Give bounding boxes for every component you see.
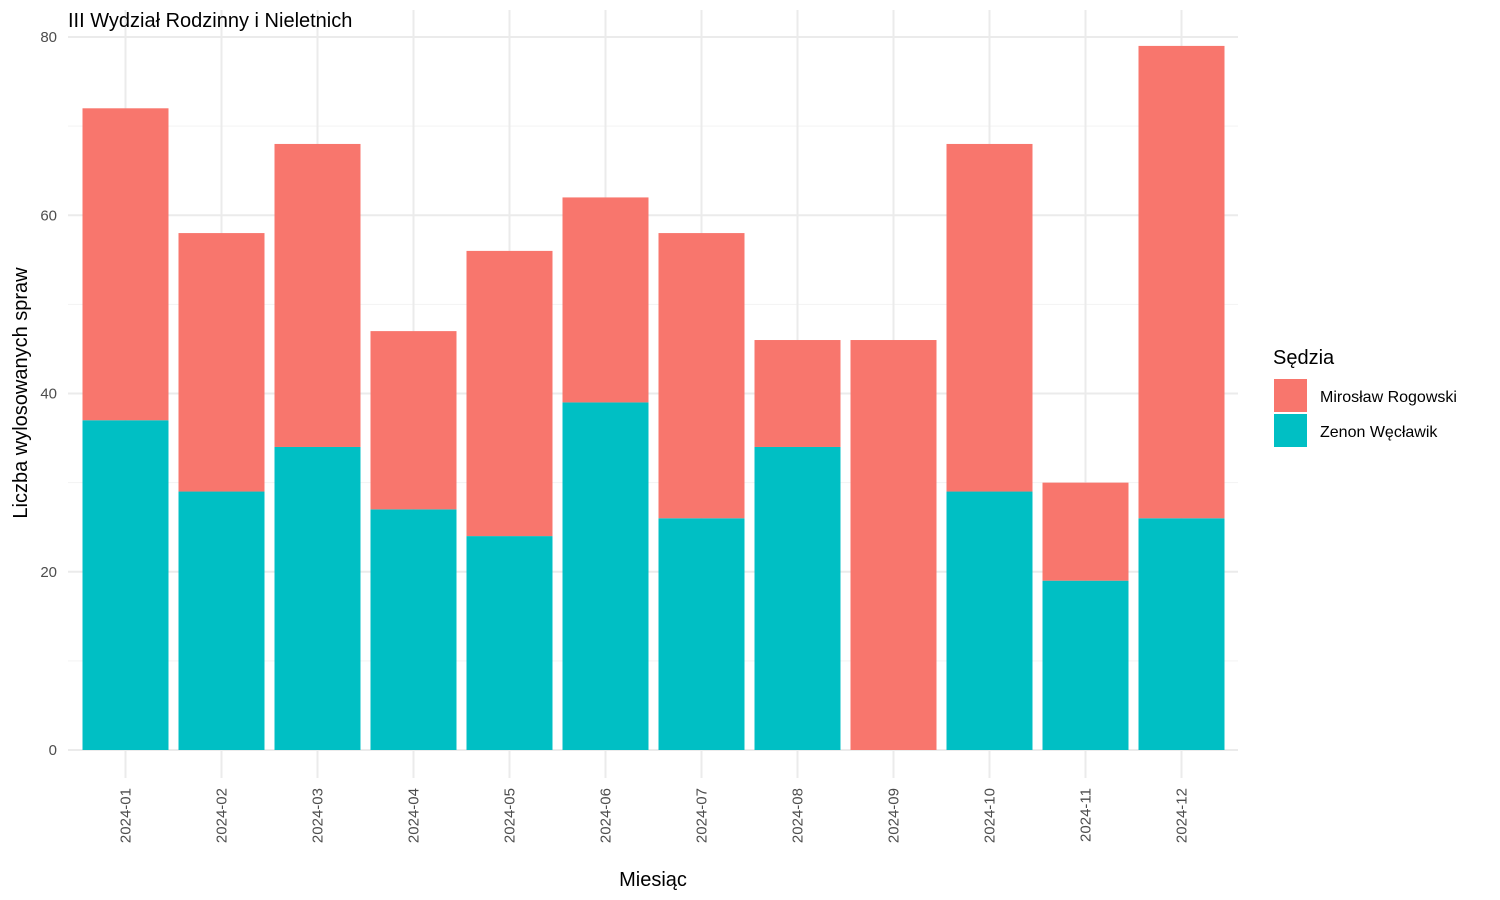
legend-swatch [1274,379,1307,412]
x-tick-label: 2024-08 [790,788,807,843]
bar-segment [1042,580,1129,750]
y-axis-ticks: 0 20 40 60 80 [40,29,57,759]
y-tick-label: 0 [49,742,57,759]
y-tick-label: 80 [40,29,57,46]
bar-segment [946,491,1033,750]
bar-segment [1138,518,1225,750]
x-tick-label: 2024-05 [502,788,519,843]
x-tick-label: 2024-10 [982,788,999,843]
x-axis-title: Miesiąc [619,869,687,891]
x-tick-label: 2024-11 [1078,788,1095,842]
bar-segment [946,143,1033,492]
legend-label: Mirosław Rogowski [1320,389,1457,406]
bar-segment [562,402,649,750]
x-tick-label: 2024-07 [694,788,711,843]
x-tick-label: 2024-06 [598,788,615,843]
bar-segment [1138,45,1225,519]
bar-segment [658,233,745,519]
bar-segment [274,446,361,750]
bar-segment [850,340,937,750]
bar-segment [178,233,265,492]
bar-segment [82,108,169,421]
legend-swatch [1274,414,1307,447]
y-tick-label: 60 [40,207,57,224]
x-tick-label: 2024-01 [118,788,135,843]
bar-segment [466,250,553,537]
x-tick-label: 2024-04 [406,788,423,843]
legend-label: Zenon Węcławik [1320,424,1438,441]
bar-segment [1042,482,1129,581]
bars [82,45,1225,750]
y-tick-label: 20 [40,564,57,581]
bar-segment [82,420,169,750]
bar-segment [754,446,841,750]
bar-segment [754,340,841,447]
x-tick-label: 2024-09 [886,788,903,843]
bar-segment [466,536,553,750]
x-axis-ticks: 2024-01 2024-02 2024-03 2024-04 2024-05 2024-… [118,788,1191,843]
bar-segment [658,518,745,750]
legend-title: Sędzia [1273,347,1335,369]
bar-segment [562,197,649,403]
y-tick-label: 40 [40,386,57,403]
y-axis-title: Liczba wylosowanych spraw [10,267,32,519]
chart-title: III Wydział Rodzinny i Nieletnich [68,10,352,32]
x-tick-label: 2024-12 [1174,788,1191,843]
bar-segment [370,331,457,510]
bar-segment [178,491,265,750]
x-tick-label: 2024-03 [310,788,327,843]
x-tick-label: 2024-02 [214,788,231,843]
bar-segment [274,143,361,447]
legend: Sędzia Mirosław Rogowski Zenon Węcławik [1273,347,1457,447]
bar-segment [370,509,457,750]
